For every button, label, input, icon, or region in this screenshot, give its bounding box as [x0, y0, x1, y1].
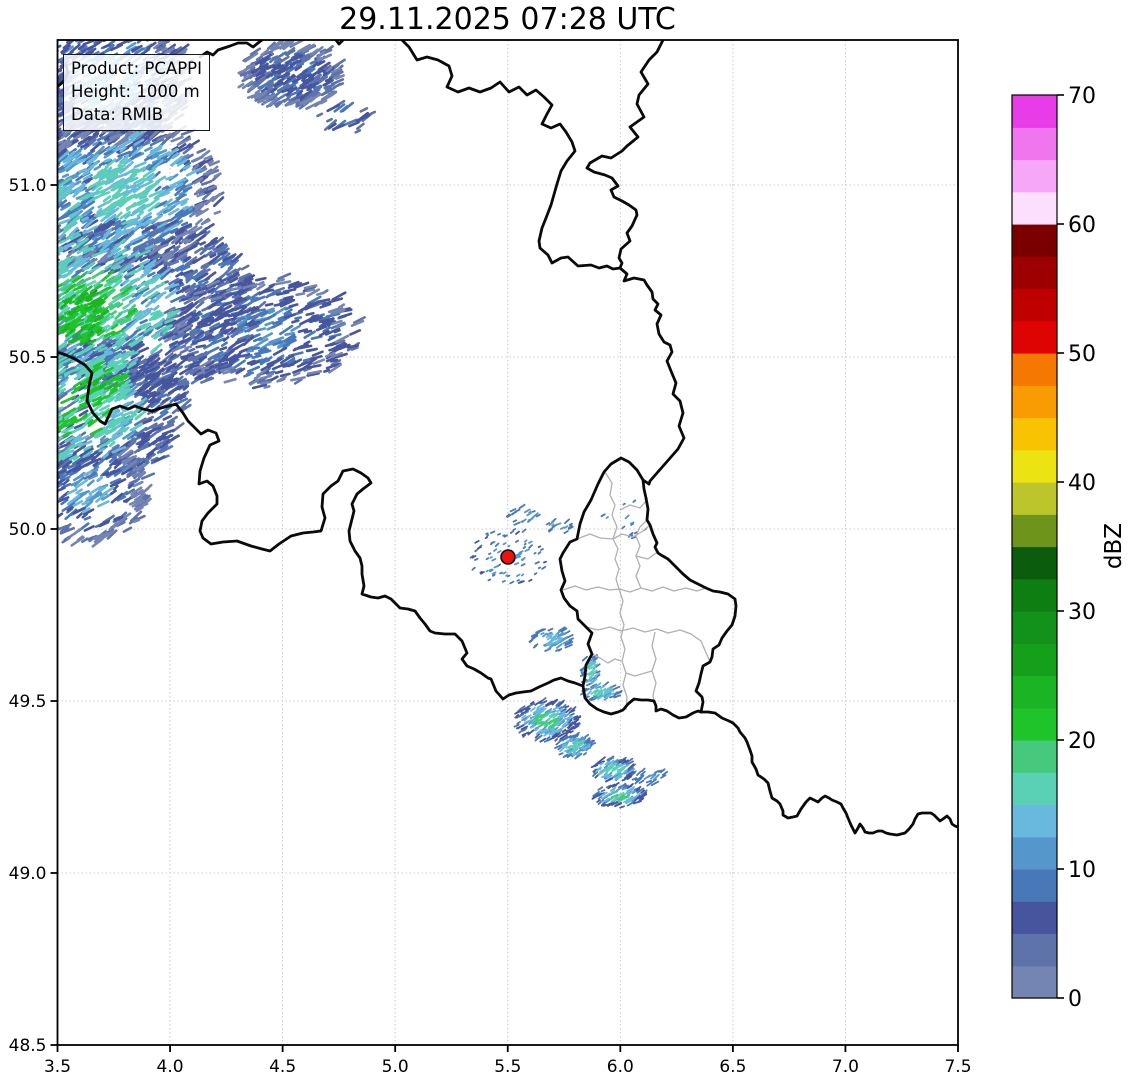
- x-tick-label: 5.0: [382, 1057, 409, 1077]
- colorbar-band: [1012, 740, 1057, 773]
- colorbar-band: [1012, 159, 1057, 193]
- colorbar-band: [1012, 707, 1057, 741]
- region-border: [612, 538, 620, 590]
- region-border: [591, 653, 622, 664]
- x-tick-label: 4.5: [269, 1057, 296, 1077]
- y-tick-label: 50.5: [9, 348, 47, 368]
- y-tick-label: 50.0: [9, 520, 47, 540]
- colorbar-band: [1012, 836, 1057, 870]
- region-border: [635, 552, 657, 560]
- colorbar-band: [1012, 353, 1057, 386]
- echo-dashes: [58, 291, 119, 390]
- x-tick-label: 5.5: [494, 1057, 521, 1077]
- y-tick-label: 51.0: [9, 176, 47, 196]
- colorbar: 0 10 20 30 40 50 60 70: [1011, 84, 1096, 1012]
- x-tick-label: 7.5: [944, 1057, 971, 1077]
- country-border: [581, 684, 703, 720]
- colorbar-tick-label: 20: [1068, 729, 1096, 754]
- colorbar-band: [1012, 95, 1057, 128]
- country-border: [400, 40, 622, 271]
- country-border: [641, 478, 738, 714]
- colorbar-band: [1012, 933, 1057, 967]
- colorbar-band: [1012, 385, 1057, 419]
- colorbar-band: [1012, 191, 1057, 225]
- colorbar-band: [1012, 772, 1057, 806]
- country-border: [585, 40, 665, 270]
- colorbar-band: [1012, 514, 1057, 548]
- info-product-line: Product: PCAPPI: [71, 59, 202, 78]
- y-tick-label: 49.0: [9, 864, 47, 884]
- y-tick-label: 49.5: [9, 692, 47, 712]
- colorbar-tick-label: 10: [1068, 858, 1096, 883]
- echo-dashes: [531, 712, 631, 802]
- colorbar-tick-label: 0: [1068, 987, 1082, 1012]
- region-border: [618, 588, 628, 711]
- colorbar-band: [1012, 643, 1057, 677]
- colorbar-band: [1012, 449, 1057, 483]
- colorbar-band: [1012, 224, 1057, 257]
- x-tick-label: 6.5: [719, 1057, 746, 1077]
- region-border: [604, 471, 618, 540]
- region-border: [585, 626, 711, 663]
- colorbar-band: [1012, 482, 1057, 515]
- colorbar-band: [1012, 965, 1057, 999]
- colorbar-band: [1012, 804, 1057, 838]
- country-border: [198, 40, 264, 59]
- x-tick-label: 7.0: [832, 1057, 859, 1077]
- colorbar-tick-label: 70: [1068, 84, 1096, 109]
- info-data-line: Data: RMIB: [71, 105, 164, 124]
- echo-dashes: [471, 530, 648, 809]
- colorbar-band: [1012, 675, 1057, 709]
- country-border: [699, 710, 958, 837]
- plot-title: 29.11.2025 07:28 UTC: [339, 2, 676, 37]
- y-tick-label: 48.5: [9, 1036, 47, 1056]
- colorbar-unit-label: dBZ: [1101, 523, 1127, 569]
- colorbar-tick-label: 60: [1068, 213, 1096, 238]
- colorbar-band: [1012, 869, 1057, 902]
- colorbar-band: [1012, 901, 1057, 935]
- colorbar-band: [1012, 578, 1057, 612]
- gridlines: [57, 40, 958, 1045]
- colorbar-tick-label: 50: [1068, 342, 1096, 367]
- region-border: [651, 631, 657, 702]
- region-border: [625, 670, 653, 677]
- colorbar-band: [1012, 127, 1057, 161]
- colorbar-band: [1012, 611, 1057, 644]
- info-height-line: Height: 1000 m: [71, 82, 200, 101]
- country-border: [618, 266, 686, 486]
- colorbar-band: [1012, 288, 1057, 322]
- product-info-box: Product: PCAPPI Height: 1000 m Data: RMI…: [63, 54, 210, 131]
- region-border: [562, 585, 707, 593]
- colorbar-band: [1012, 320, 1057, 354]
- colorbar-band: [1012, 417, 1057, 451]
- y-axis: 48.5 49.0 49.5 50.0 50.5 51.0: [9, 176, 58, 1056]
- country-borders: [57, 40, 958, 837]
- region-border: [619, 500, 647, 511]
- x-tick-label: 4.0: [157, 1057, 184, 1077]
- x-tick-label: 3.5: [44, 1057, 71, 1077]
- country-border: [57, 350, 585, 701]
- plot-frame: [56, 39, 959, 1046]
- colorbar-band: [1012, 546, 1057, 580]
- colorbar-tick-label: 40: [1068, 471, 1096, 496]
- radar-site-marker: [500, 549, 516, 565]
- country-border: [334, 40, 345, 46]
- country-border: [558, 456, 651, 688]
- region-border: [576, 524, 651, 540]
- x-axis: 3.5 4.0 4.5 5.0 5.5 6.0 6.5 7.0 7.5: [44, 1045, 972, 1077]
- colorbar-band: [1012, 256, 1057, 290]
- x-tick-label: 6.0: [607, 1057, 634, 1077]
- luxembourg-canton-borders: [562, 471, 711, 711]
- colorbar-tick-label: 30: [1068, 600, 1096, 625]
